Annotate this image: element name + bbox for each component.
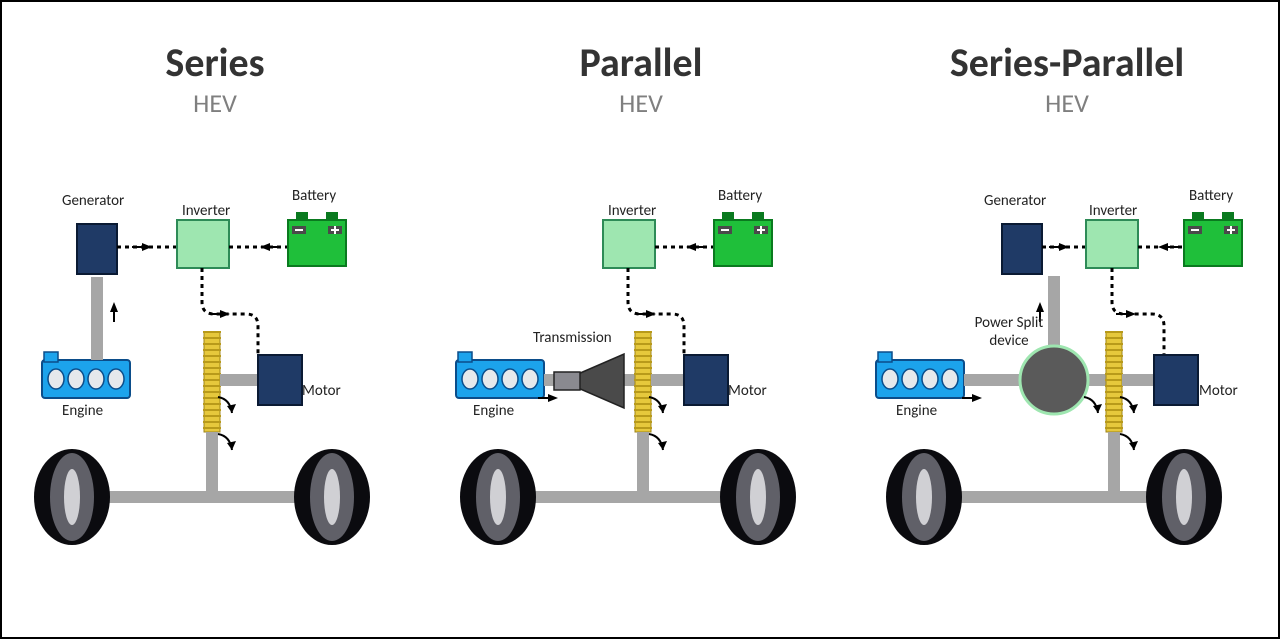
panel-svg <box>2 2 428 641</box>
label-inverter: Inverter <box>182 202 230 220</box>
label-inverter: Inverter <box>1089 202 1137 220</box>
diagram-frame: SeriesHEV <box>0 0 1280 639</box>
label-engine: Engine <box>62 402 103 420</box>
label-battery: Battery <box>718 187 762 205</box>
label-motor: Motor <box>728 382 767 400</box>
panel-series: SeriesHEV <box>2 2 428 637</box>
gear-icon <box>203 332 221 432</box>
panel-parallel: ParallelHEV <box>428 2 854 637</box>
battery-icon <box>288 212 346 266</box>
engine-icon <box>456 352 544 398</box>
engine-icon <box>42 352 130 398</box>
wheel-icon <box>294 449 370 545</box>
battery-icon <box>714 212 772 266</box>
label-transmission: Transmission <box>533 329 612 347</box>
label-engine: Engine <box>896 402 937 420</box>
battery-icon <box>1184 212 1242 266</box>
label-psd: Power Split device <box>969 314 1049 350</box>
panel-series_parallel: Series-ParallelHEV <box>854 2 1280 637</box>
wheel-icon <box>34 449 110 545</box>
transmission-icon <box>554 354 624 408</box>
label-generator: Generator <box>62 192 124 210</box>
label-engine: Engine <box>473 402 514 420</box>
label-motor: Motor <box>302 382 341 400</box>
wheel-icon <box>460 449 536 545</box>
label-battery: Battery <box>1189 187 1233 205</box>
label-battery: Battery <box>292 187 336 205</box>
label-inverter: Inverter <box>608 202 656 220</box>
label-generator: Generator <box>984 192 1046 210</box>
wheel-icon <box>1146 449 1222 545</box>
wheel-icon <box>886 449 962 545</box>
wheel-icon <box>720 449 796 545</box>
label-motor: Motor <box>1199 382 1238 400</box>
panel-svg <box>854 2 1280 641</box>
power-split-device-icon <box>1020 346 1088 414</box>
gear-icon <box>634 332 652 432</box>
engine-icon <box>876 352 964 398</box>
panel-svg <box>428 2 854 641</box>
gear-icon <box>1105 332 1123 432</box>
